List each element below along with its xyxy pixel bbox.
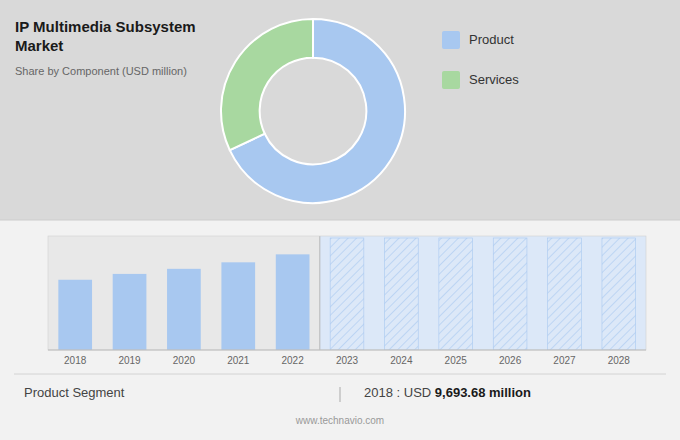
bar (221, 262, 255, 350)
footer-pipe (340, 387, 341, 402)
forecast-placeholder (493, 238, 527, 350)
x-tick-label: 2021 (227, 355, 250, 366)
top-background (0, 0, 680, 220)
website: www.technavio.com (295, 415, 384, 426)
donut-slice (221, 19, 313, 150)
x-tick-label: 2023 (336, 355, 359, 366)
x-tick-label: 2019 (118, 355, 141, 366)
bars (58, 236, 646, 350)
x-tick-label: 2028 (608, 355, 631, 366)
x-tick-label: 2027 (553, 355, 576, 366)
plot-frame (48, 236, 646, 350)
bar (58, 280, 92, 350)
title-line: IP Multimedia Subsystem (15, 18, 196, 35)
footer-separator (14, 374, 666, 375)
x-axis-line (48, 350, 646, 351)
bar (167, 269, 201, 350)
x-tick-label: 2026 (499, 355, 522, 366)
x-tick-label: 2025 (445, 355, 468, 366)
subtitle: Share by Component (USD million) (15, 65, 187, 77)
title: IP Multimedia Subsystem Market (15, 18, 196, 54)
x-tick-label: 2020 (173, 355, 196, 366)
x-tick-label: 2018 (64, 355, 87, 366)
legend-label: Services (469, 72, 519, 87)
donut (221, 19, 405, 203)
title-line: Market (15, 37, 63, 54)
x-tick-label: 2024 (390, 355, 413, 366)
forecast-placeholder (548, 238, 582, 350)
x-tick-label: 2022 (282, 355, 305, 366)
legend-swatch (442, 31, 460, 49)
forecast-divider (319, 236, 320, 350)
bar (113, 274, 147, 350)
bottom-background (0, 220, 680, 440)
plot-background (48, 236, 646, 350)
legend: Product Services (442, 31, 519, 89)
footer-value: 9,693.68 million (435, 385, 531, 400)
forecast-placeholder (602, 238, 636, 350)
section-divider (0, 220, 680, 221)
forecast-placeholder (439, 238, 473, 350)
bar (276, 254, 310, 350)
footer-year: 2018 : USD (364, 385, 435, 400)
footer-left: Product Segment (24, 385, 125, 400)
footer-right: 2018 : USD 9,693.68 million (364, 385, 531, 400)
chart-root: IP Multimedia Subsystem Market Share by Co… (0, 0, 680, 440)
forecast-placeholder (385, 238, 419, 350)
forecast-placeholder (330, 238, 364, 350)
forecast-region (320, 236, 646, 350)
legend-label: Product (469, 32, 514, 47)
legend-swatch (442, 71, 460, 89)
